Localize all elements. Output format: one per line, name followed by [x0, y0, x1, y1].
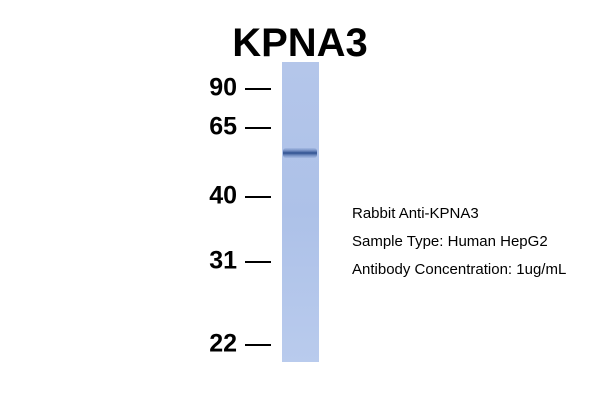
- marker-label: 90: [209, 74, 237, 102]
- blot-lane: [282, 62, 319, 362]
- protein-band: [283, 148, 317, 158]
- marker-label: 40: [209, 182, 237, 210]
- marker-label: 31: [209, 247, 237, 275]
- annotation: Sample Type: Human HepG2: [352, 233, 548, 250]
- annotation: Rabbit Anti-KPNA3: [352, 205, 479, 222]
- annotation: Antibody Concentration: 1ug/mL: [352, 261, 566, 278]
- marker-label: 65: [209, 113, 237, 141]
- title: KPNA3: [232, 21, 368, 65]
- marker-label: 22: [209, 330, 237, 358]
